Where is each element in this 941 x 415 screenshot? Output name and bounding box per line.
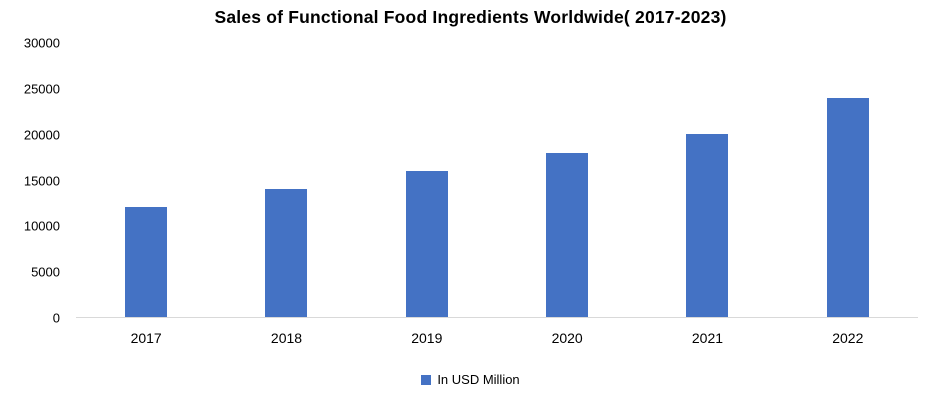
y-tick-label: 25000: [23, 81, 60, 97]
y-tick-label: 20000: [23, 127, 60, 143]
bar-2019: [405, 170, 448, 317]
bar-slot: [216, 43, 356, 317]
x-axis: 2017 2018 2019 2020 2021 2022: [76, 330, 918, 346]
bar-slot: [637, 43, 777, 317]
y-tick-label: 10000: [23, 218, 60, 234]
bar-2020: [546, 152, 589, 317]
legend-swatch-icon: [421, 374, 432, 385]
legend-label: In USD Million: [437, 372, 520, 387]
x-axis-label: 2019: [411, 330, 443, 346]
y-axis: 0 5000 10000 15000 20000 25000 30000: [0, 36, 66, 326]
bar-2017: [125, 207, 168, 317]
bar-2021: [686, 134, 729, 317]
bar-slot: [357, 43, 497, 317]
y-tick-label: 5000: [31, 264, 60, 280]
x-axis-label: 2018: [270, 330, 303, 346]
bar-2022: [826, 97, 869, 317]
bar-slot: [76, 43, 216, 317]
bar-slot: [778, 43, 918, 317]
x-axis-label: 2021: [691, 330, 724, 346]
bar-slot: [497, 43, 637, 317]
y-tick-label: 0: [52, 310, 60, 326]
bar-2018: [265, 189, 308, 317]
y-tick-label: 15000: [23, 173, 60, 188]
chart-title: Sales of Functional Food Ingredients Wor…: [214, 7, 727, 27]
y-tick-label: 30000: [23, 35, 60, 51]
x-axis-label: 2020: [551, 330, 583, 346]
x-axis-label: 2022: [832, 330, 864, 346]
x-axis-label: 2017: [130, 330, 162, 346]
plot-area: [76, 43, 918, 318]
legend: In USD Million: [0, 372, 941, 387]
